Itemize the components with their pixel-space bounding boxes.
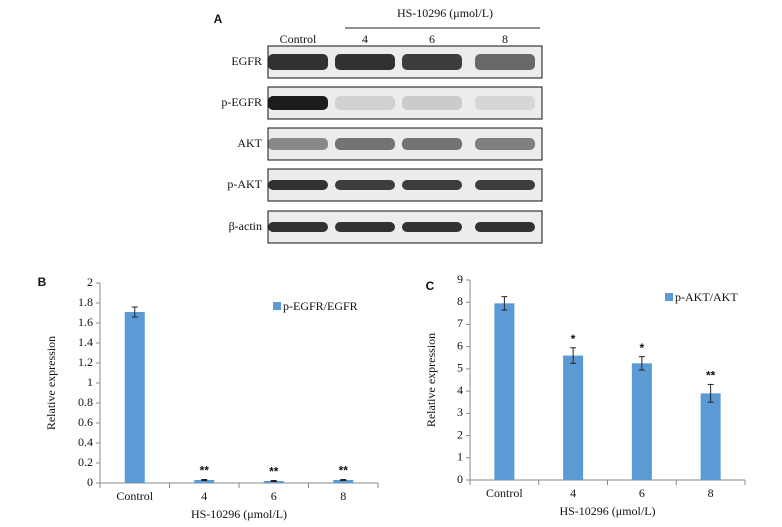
- band: [402, 54, 462, 70]
- error-bar: [501, 296, 508, 311]
- y-tick-label: 0.4: [78, 435, 93, 449]
- band: [335, 96, 395, 110]
- y-tick-label: 8: [457, 294, 463, 308]
- group-label: HS-10296 (μmol/L): [397, 6, 493, 20]
- error-bar: [638, 356, 645, 371]
- y-tick-label: 4: [457, 383, 463, 397]
- band: [475, 222, 535, 232]
- row-label: p-EGFR: [221, 95, 262, 109]
- lane-label: Control: [280, 32, 317, 46]
- band: [475, 180, 535, 190]
- x-axis-title: HS-10296 (μmol/L): [191, 507, 287, 521]
- significance-label: **: [706, 369, 716, 383]
- lane-label: 6: [429, 32, 435, 46]
- y-tick-label: 1: [457, 450, 463, 464]
- significance-label: **: [269, 465, 279, 479]
- band: [268, 222, 328, 232]
- y-tick-label: 6: [457, 338, 463, 352]
- y-tick-label: 1.8: [78, 295, 93, 309]
- bar: [124, 312, 145, 483]
- band: [402, 222, 462, 232]
- y-tick-label: 5: [457, 361, 463, 375]
- significance-label: *: [571, 332, 576, 346]
- y-tick-label: 0: [457, 472, 463, 486]
- y-axis-title: Relative expression: [44, 336, 58, 430]
- bar: [700, 393, 721, 480]
- x-tick-label: Control: [486, 486, 523, 500]
- y-tick-label: 2: [457, 427, 463, 441]
- x-tick-label: 8: [708, 486, 714, 500]
- y-tick-label: 0.6: [78, 415, 93, 429]
- band: [475, 96, 535, 110]
- error-bar: [201, 479, 208, 481]
- band: [402, 180, 462, 190]
- significance-label: **: [200, 464, 210, 478]
- bar: [631, 363, 652, 480]
- band: [402, 138, 462, 150]
- y-tick-label: 0.2: [78, 455, 93, 469]
- x-tick-label: 6: [271, 489, 277, 503]
- band: [268, 96, 328, 110]
- error-bar: [570, 347, 577, 364]
- legend-label: p-EGFR/EGFR: [283, 299, 358, 313]
- band: [268, 54, 328, 70]
- x-tick-label: 6: [639, 486, 645, 500]
- y-tick-label: 0.8: [78, 395, 93, 409]
- legend-swatch: [665, 293, 673, 301]
- band: [268, 180, 328, 190]
- band: [475, 138, 535, 150]
- band: [335, 138, 395, 150]
- x-tick-label: 4: [201, 489, 207, 503]
- y-tick-label: 1.4: [78, 335, 93, 349]
- y-tick-label: 7: [457, 316, 463, 330]
- x-tick-label: Control: [116, 489, 153, 503]
- band: [402, 96, 462, 110]
- x-tick-label: 8: [340, 489, 346, 503]
- bar: [494, 303, 515, 480]
- bar: [333, 480, 354, 483]
- y-tick-label: 1: [87, 375, 93, 389]
- y-tick-label: 0: [87, 475, 93, 489]
- y-tick-label: 3: [457, 405, 463, 419]
- panel-label: A: [214, 12, 223, 26]
- lane-label: 4: [362, 32, 368, 46]
- row-label: AKT: [237, 136, 262, 150]
- error-bar: [340, 479, 347, 481]
- y-axis-title: Relative expression: [424, 333, 438, 427]
- x-axis-title: HS-10296 (μmol/L): [559, 504, 655, 518]
- legend-swatch: [273, 302, 281, 310]
- x-tick-label: 4: [570, 486, 576, 500]
- bar: [563, 355, 584, 480]
- panel-label: C: [426, 279, 435, 293]
- error-bar: [707, 383, 714, 403]
- y-tick-label: 1.6: [78, 315, 93, 329]
- bar: [194, 480, 215, 483]
- band: [335, 54, 395, 70]
- panel-label: B: [38, 275, 47, 289]
- row-label: EGFR: [231, 54, 262, 68]
- y-tick-label: 9: [457, 272, 463, 286]
- legend-label: p-AKT/AKT: [675, 290, 738, 304]
- band: [268, 138, 328, 150]
- row-label: β-actin: [229, 219, 262, 233]
- error-bar: [131, 306, 138, 318]
- band: [335, 222, 395, 232]
- lane-label: 8: [502, 32, 508, 46]
- y-tick-label: 2: [87, 275, 93, 289]
- significance-label: *: [640, 341, 645, 355]
- significance-label: **: [339, 464, 349, 478]
- error-bar: [270, 480, 277, 482]
- band: [475, 54, 535, 70]
- row-label: p-AKT: [227, 177, 262, 191]
- y-tick-label: 1.2: [78, 355, 93, 369]
- band: [335, 180, 395, 190]
